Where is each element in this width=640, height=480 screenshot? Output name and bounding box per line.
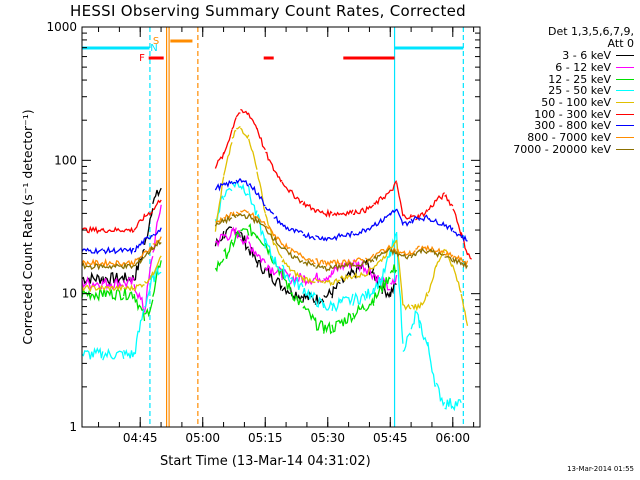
legend-item: 7000 - 20000 keV xyxy=(484,142,634,156)
series-line-7 xyxy=(81,178,468,255)
legend-item: 12 - 25 keV xyxy=(484,72,634,86)
legend-label: 7000 - 20000 keV xyxy=(513,142,611,156)
legend-swatch xyxy=(616,55,634,57)
y-tick-label: 100 xyxy=(54,153,77,167)
legend-swatch xyxy=(616,90,634,92)
series-layer xyxy=(81,108,472,412)
flag-bar-s-0 xyxy=(170,39,193,43)
legend-header-detectors: Det 1,3,5,6,7,9, xyxy=(547,25,634,38)
legend-label: 800 - 7000 keV xyxy=(527,131,611,145)
legend-label: 25 - 50 keV xyxy=(548,84,611,98)
legend-item: 100 - 300 keV xyxy=(484,107,634,121)
x-tick-label: 04:45 xyxy=(123,431,158,445)
legend-label: 6 - 12 keV xyxy=(555,61,611,75)
x-tick-label: 05:15 xyxy=(248,431,283,445)
flag-bars: FSN xyxy=(82,36,464,64)
legend-item: 25 - 50 keV xyxy=(484,84,634,98)
legend-header-attenuator: Att 0 xyxy=(607,37,634,50)
legend-item: 300 - 800 keV xyxy=(484,119,634,133)
axes: 1 10 100 1000 04:45 05:00 05:15 05:30 05:45 06:00… xyxy=(20,20,481,445)
x-tick-label: 05:30 xyxy=(310,431,345,445)
legend-label: 300 - 800 keV xyxy=(534,119,611,133)
y-tick-label: 1000 xyxy=(46,20,77,34)
legend-label: 12 - 25 keV xyxy=(548,72,611,86)
plot-timestamp: 13-Mar-2014 01:55 xyxy=(567,465,634,473)
series-line-6 xyxy=(81,108,472,260)
legend-item: 3 - 6 keV xyxy=(484,49,634,63)
x-axis-label: Start Time (13-Mar-14 04:31:02) xyxy=(160,454,371,469)
flag-bar-f-2 xyxy=(343,56,395,60)
legend-swatch xyxy=(616,113,634,115)
legend-label: 50 - 100 keV xyxy=(541,96,611,110)
plot-frame xyxy=(81,26,481,428)
series-line-1 xyxy=(81,187,397,305)
legend-swatch xyxy=(616,78,634,80)
legend: Det 1,3,5,6,7,9, Att 0 3 - 6 keV 6 - 12 k… xyxy=(484,25,634,156)
vertical-marker-lines xyxy=(149,27,464,427)
legend-swatch xyxy=(616,125,634,127)
series-line-5 xyxy=(81,125,469,326)
series-line-9 xyxy=(81,213,469,272)
flag-label-n: N xyxy=(150,43,157,54)
y-tick-label: 10 xyxy=(62,287,77,301)
chart-title: HESSI Observing Summary Count Rates, Cor… xyxy=(70,2,466,20)
x-tick-label: 06:00 xyxy=(435,431,470,445)
series-line-3 xyxy=(81,223,398,335)
legend-item: 50 - 100 keV xyxy=(484,96,634,110)
flag-bar-f-0 xyxy=(148,56,164,60)
legend-item: 6 - 12 keV xyxy=(484,61,634,75)
x-tick-label: 05:00 xyxy=(185,431,220,445)
flag-bar-n-1 xyxy=(394,46,464,50)
legend-label: 3 - 6 keV xyxy=(562,49,611,63)
legend-swatch xyxy=(616,137,634,139)
legend-swatch xyxy=(616,67,634,69)
flag-label-f: F xyxy=(139,53,145,64)
legend-swatch xyxy=(616,148,634,150)
y-axis-label: Corrected Count Rate (s⁻¹ detector⁻¹) xyxy=(20,109,35,344)
legend-swatch xyxy=(616,102,634,104)
flag-bar-n-0 xyxy=(82,46,150,50)
flag-label-s: S xyxy=(153,36,159,47)
legend-item: 800 - 7000 keV xyxy=(484,131,634,145)
flag-bar-f-1 xyxy=(263,56,274,60)
y-tick-label: 1 xyxy=(69,420,77,434)
x-tick-label: 05:45 xyxy=(373,431,408,445)
series-line-4 xyxy=(81,180,462,412)
legend-label: 100 - 300 keV xyxy=(534,107,611,121)
